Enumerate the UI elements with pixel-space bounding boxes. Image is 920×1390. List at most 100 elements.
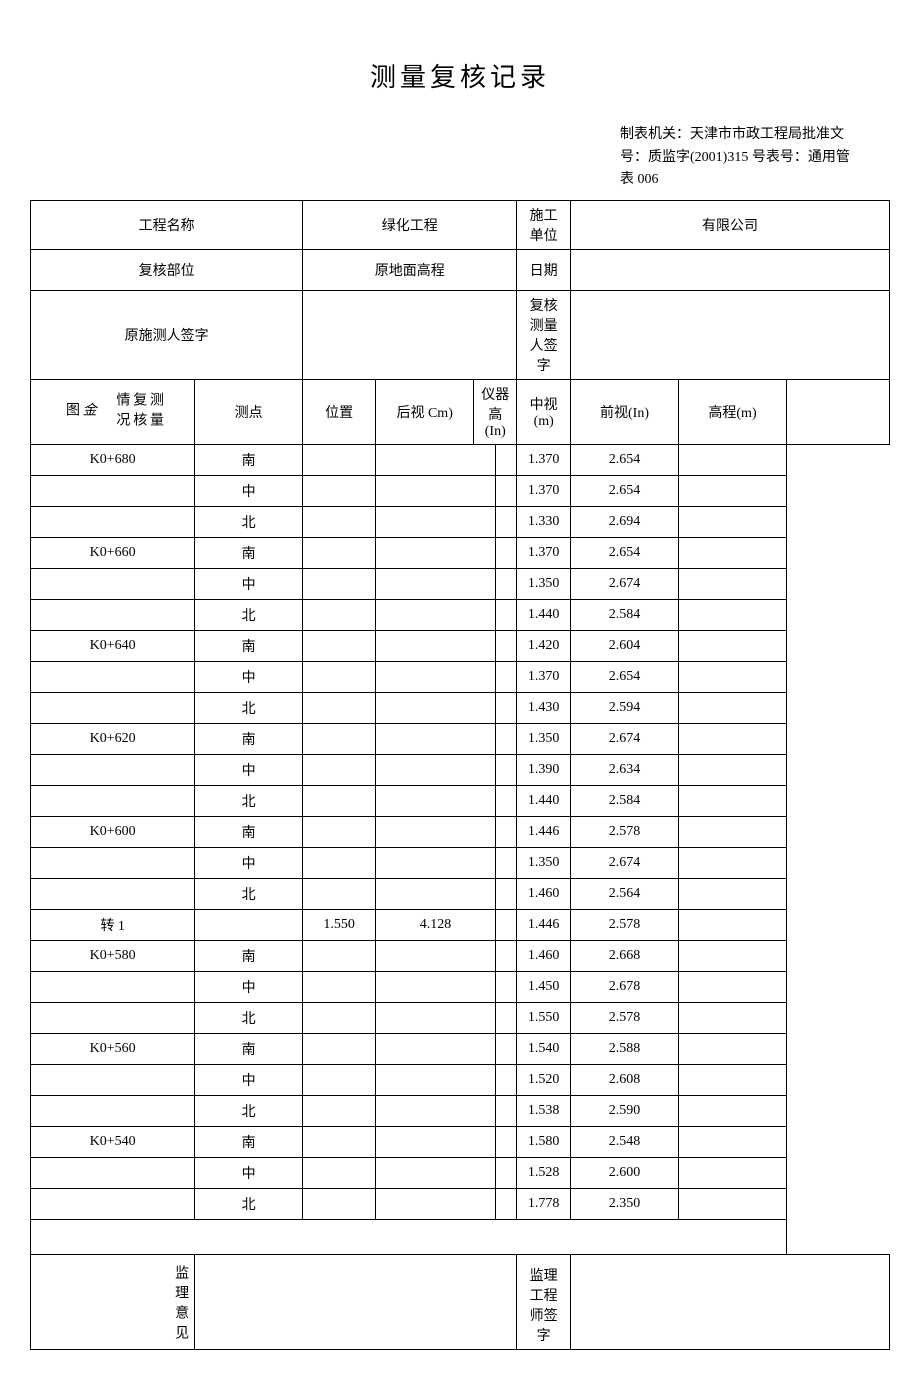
cell-position <box>195 909 303 940</box>
cell-instrument-height <box>376 971 496 1002</box>
cell-blank <box>679 1095 787 1126</box>
cell-backsight <box>303 878 376 909</box>
cell-position: 中 <box>195 1064 303 1095</box>
cell-point: K0+640 <box>31 630 195 661</box>
col-mid-sight: 中视(m) <box>517 379 571 444</box>
supervisor-opinion-area <box>195 1254 517 1349</box>
cell-backsight <box>303 1033 376 1064</box>
cell-blank <box>679 909 787 940</box>
col-blank <box>787 379 890 444</box>
value-review-surveyor <box>571 290 890 379</box>
cell-instrument-height <box>376 1126 496 1157</box>
table-row: K0+620南1.3502.674 <box>31 723 890 754</box>
cell-instrument-height <box>376 847 496 878</box>
cell-backsight <box>303 1188 376 1219</box>
cell-foresight: 1.430 <box>517 692 571 723</box>
cell-blank <box>679 785 787 816</box>
cell-position: 中 <box>195 754 303 785</box>
cell-blank <box>679 692 787 723</box>
table-row: 北1.4302.594 <box>31 692 890 723</box>
cell-blank <box>679 816 787 847</box>
cell-elevation: 2.654 <box>571 475 679 506</box>
cell-backsight <box>303 971 376 1002</box>
cell-mid-sight <box>495 568 517 599</box>
cell-blank <box>679 1033 787 1064</box>
cell-point <box>31 971 195 1002</box>
cell-backsight <box>303 661 376 692</box>
table-row: 中1.4502.678 <box>31 971 890 1002</box>
value-review-part: 原地面高程 <box>303 249 517 290</box>
cell-point <box>31 1064 195 1095</box>
cell-point: K0+660 <box>31 537 195 568</box>
cell-instrument-height <box>376 1002 496 1033</box>
cell-position: 北 <box>195 1095 303 1126</box>
col-foresight: 前视(In) <box>571 379 679 444</box>
cell-instrument-height <box>376 506 496 537</box>
cell-elevation: 2.608 <box>571 1064 679 1095</box>
cell-mid-sight <box>495 630 517 661</box>
supervisor-label-text: 监理意见 <box>171 1265 188 1345</box>
cell-point <box>31 661 195 692</box>
cell-blank <box>679 1126 787 1157</box>
cell-mid-sight <box>495 909 517 940</box>
cell-mid-sight <box>495 599 517 630</box>
cell-mid-sight <box>495 723 517 754</box>
table-row: 中1.5282.600 <box>31 1157 890 1188</box>
cell-instrument-height <box>376 444 496 475</box>
cell-backsight <box>303 754 376 785</box>
cell-backsight <box>303 568 376 599</box>
cell-instrument-height <box>376 692 496 723</box>
cell-point: K0+620 <box>31 723 195 754</box>
cell-instrument-height <box>376 1157 496 1188</box>
cell-backsight <box>303 475 376 506</box>
cell-backsight: 1.550 <box>303 909 376 940</box>
cell-blank <box>679 940 787 971</box>
table-row: 北1.4402.584 <box>31 599 890 630</box>
cell-mid-sight <box>495 785 517 816</box>
cell-elevation: 2.668 <box>571 940 679 971</box>
cell-elevation: 2.654 <box>571 537 679 568</box>
meta-line-2: 号：质监字(2001)315 号表号：通用管 <box>620 147 870 169</box>
cell-point <box>31 599 195 630</box>
cell-position: 中 <box>195 847 303 878</box>
cell-position: 中 <box>195 568 303 599</box>
cell-blank <box>679 1002 787 1033</box>
cell-instrument-height <box>376 1064 496 1095</box>
cell-backsight <box>303 1064 376 1095</box>
col-position: 位置 <box>303 379 376 444</box>
cell-foresight: 1.520 <box>517 1064 571 1095</box>
side-label-main: 测量复核情况 金 图 <box>31 379 195 444</box>
cell-elevation: 2.564 <box>571 878 679 909</box>
cell-blank <box>679 630 787 661</box>
cell-foresight: 1.450 <box>517 971 571 1002</box>
cell-instrument-height: 4.128 <box>376 909 496 940</box>
cell-foresight: 1.460 <box>517 940 571 971</box>
cell-instrument-height <box>376 1033 496 1064</box>
cell-backsight <box>303 630 376 661</box>
cell-elevation: 2.350 <box>571 1188 679 1219</box>
cell-instrument-height <box>376 816 496 847</box>
cell-position: 中 <box>195 1157 303 1188</box>
cell-point <box>31 1157 195 1188</box>
cell-position: 南 <box>195 444 303 475</box>
cell-foresight: 1.460 <box>517 878 571 909</box>
col-backsight: 后视 Cm) <box>376 379 474 444</box>
cell-position: 北 <box>195 599 303 630</box>
cell-backsight <box>303 1095 376 1126</box>
cell-elevation: 2.674 <box>571 568 679 599</box>
cell-foresight: 1.350 <box>517 568 571 599</box>
cell-position: 北 <box>195 1002 303 1033</box>
page-title: 测量复核记录 <box>30 57 890 94</box>
cell-position: 南 <box>195 1126 303 1157</box>
cell-point <box>31 568 195 599</box>
cell-backsight <box>303 1157 376 1188</box>
cell-backsight <box>303 1002 376 1033</box>
cell-instrument-height <box>376 878 496 909</box>
cell-mid-sight <box>495 537 517 568</box>
cell-backsight <box>303 444 376 475</box>
label-original-surveyor: 原施测人签字 <box>31 290 303 379</box>
side-label-supervisor: 监理意见 <box>31 1254 195 1349</box>
cell-instrument-height <box>376 661 496 692</box>
cell-instrument-height <box>376 537 496 568</box>
cell-blank <box>679 1188 787 1219</box>
